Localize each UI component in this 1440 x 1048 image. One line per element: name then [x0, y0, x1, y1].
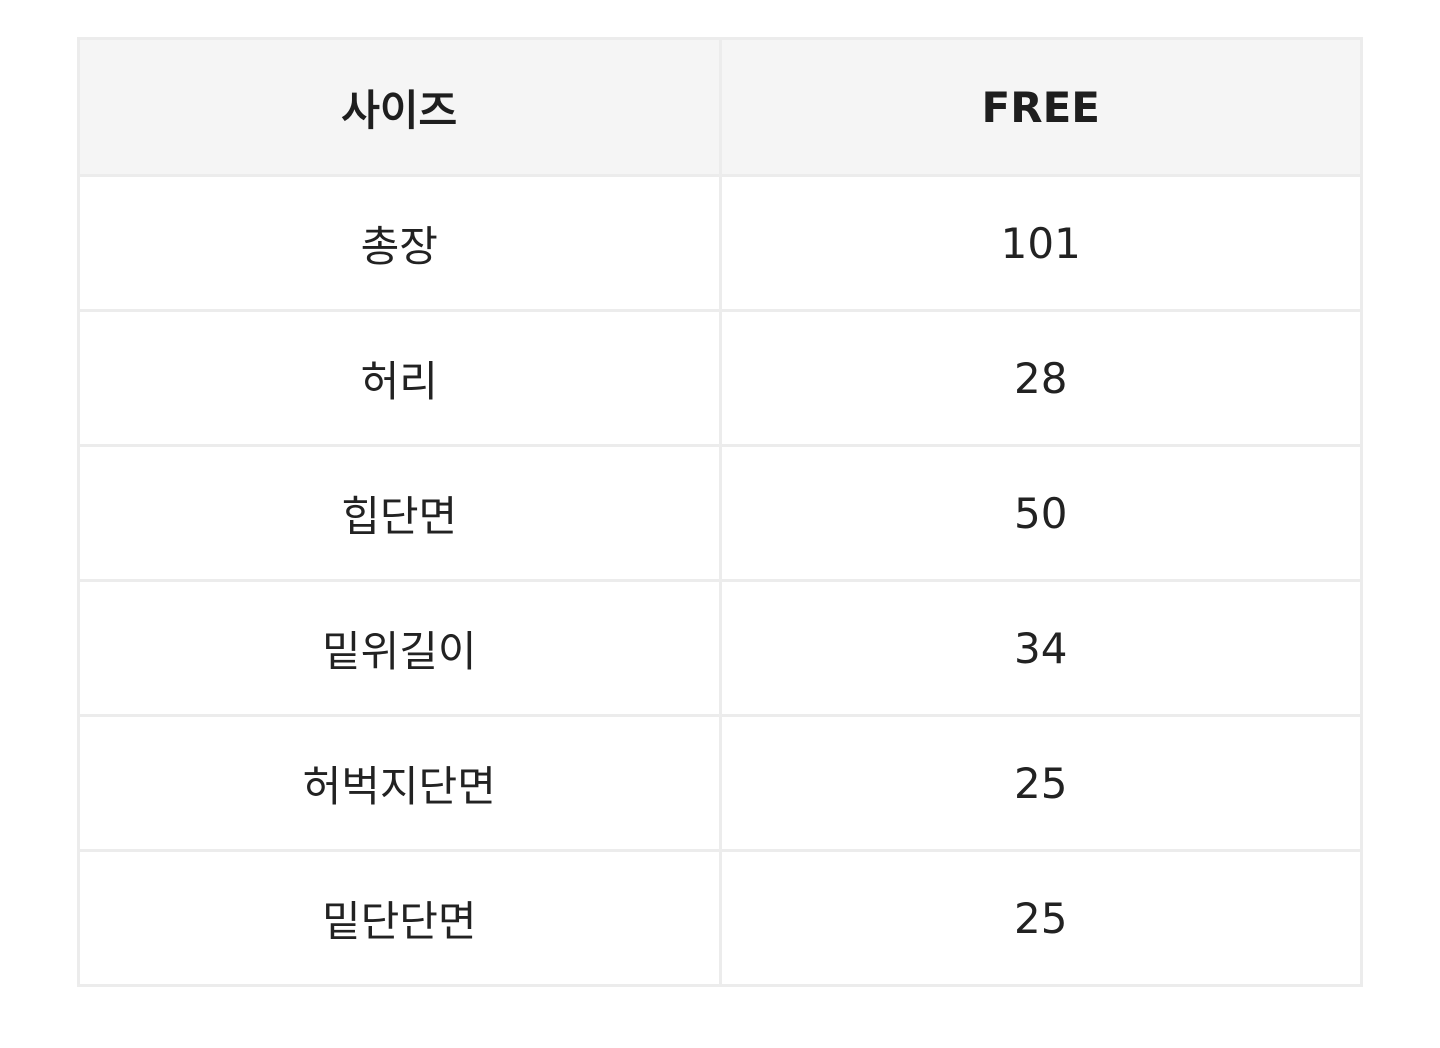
header-size: 사이즈 [77, 37, 722, 177]
row-label: 밑위길이 [77, 579, 722, 717]
row-value: 28 [718, 309, 1363, 447]
row-label: 허벅지단면 [77, 714, 722, 852]
row-value: 101 [718, 174, 1363, 312]
table-row: 힙단면 50 [77, 444, 1363, 582]
row-value: 25 [718, 849, 1363, 987]
table-row: 허리 28 [77, 309, 1363, 447]
header-row: 사이즈 FREE [77, 37, 1363, 177]
table-row: 총장 101 [77, 174, 1363, 312]
row-label: 밑단단면 [77, 849, 722, 987]
table-row: 밑위길이 34 [77, 579, 1363, 717]
size-table: 사이즈 FREE 총장 101 허리 28 힙단면 50 밑위길이 34 허벅지… [77, 37, 1363, 987]
row-value: 50 [718, 444, 1363, 582]
header-free: FREE [718, 37, 1363, 177]
row-label: 총장 [77, 174, 722, 312]
row-value: 34 [718, 579, 1363, 717]
row-value: 25 [718, 714, 1363, 852]
row-label: 허리 [77, 309, 722, 447]
table-row: 허벅지단면 25 [77, 714, 1363, 852]
row-label: 힙단면 [77, 444, 722, 582]
table-row: 밑단단면 25 [77, 849, 1363, 987]
